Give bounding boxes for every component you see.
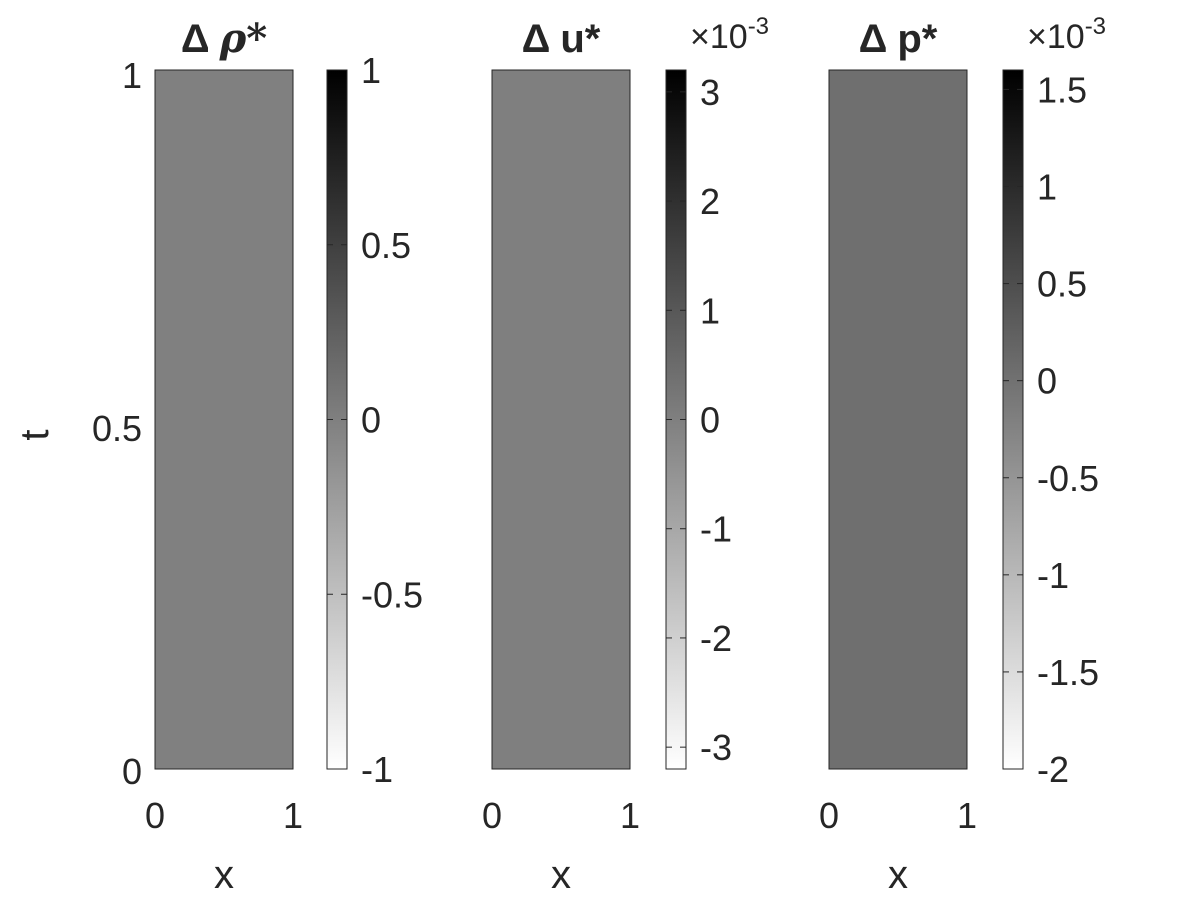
- velocity-heatmap-background: [492, 70, 630, 769]
- density-x-tick-1: 1: [283, 795, 303, 836]
- velocity-colorbar: -3 -2 -1 0 1 2 3 ×10-3: [665, 13, 769, 770]
- velocity-colorbar-ticks: -3 -2 -1 0 1 2 3: [666, 72, 732, 768]
- density-x-axis-label: x: [214, 853, 234, 897]
- pressure-colorbar-tick-label: -0.5: [1037, 458, 1099, 499]
- density-colorbar-tick-label: 0.5: [361, 225, 411, 266]
- density-x-tick-0: 0: [145, 795, 165, 836]
- velocity-heatmap-frame: [491, 69, 631, 770]
- velocity-colorbar-tick-label: -3: [700, 727, 732, 768]
- density-colorbar-tick-label: 1: [361, 50, 381, 91]
- velocity-colorbar-tick-label: 3: [700, 72, 720, 113]
- pressure-x-tick-1: 1: [957, 795, 977, 836]
- density-y-tick-2: 1: [122, 55, 142, 96]
- pressure-colorbar-tick-label: 0: [1037, 361, 1057, 402]
- pressure-colorbar-tick-label: -1: [1037, 555, 1069, 596]
- pressure-x-tick-0: 0: [819, 795, 839, 836]
- pressure-colorbar-exponent: ×10-3: [1027, 13, 1106, 56]
- velocity-colorbar-exponent: ×10-3: [690, 13, 769, 56]
- velocity-x-tick-1: 1: [620, 795, 640, 836]
- density-heatmap: [154, 69, 294, 770]
- pressure-colorbar: -2 -1.5 -1 -0.5 0 0.5 1 1.5 ×10-3: [1002, 13, 1106, 790]
- pressure-colorbar-tick-label: 1: [1037, 167, 1057, 208]
- pressure-colorbar-ticks: -2 -1.5 -1 -0.5 0 0.5 1 1.5: [1003, 69, 1099, 790]
- pressure-colorbar-tick-label: 0.5: [1037, 264, 1087, 305]
- density-colorbar-tick-label: -1: [361, 749, 393, 790]
- velocity-colorbar-tick-label: 1: [700, 290, 720, 331]
- velocity-colorbar-tick-label: -1: [700, 509, 732, 550]
- velocity-x-axis-label: x: [551, 853, 571, 897]
- pressure-colorbar-gradient: [1002, 69, 1024, 770]
- density-colorbar-tick-label: -0.5: [361, 574, 423, 615]
- velocity-colorbar-tick-label: -2: [700, 618, 732, 659]
- velocity-x-tick-0: 0: [482, 795, 502, 836]
- density-colorbar-ticks: -1 -0.5 0 0.5 1: [327, 50, 423, 790]
- velocity-colorbar-tick-label: 2: [700, 181, 720, 222]
- pressure-colorbar-tick-label: 1.5: [1037, 69, 1087, 110]
- density-y-tick-0: 0: [122, 751, 142, 792]
- velocity-colorbar-tick-label: 0: [700, 400, 720, 441]
- density-colorbar: -1 -0.5 0 0.5 1: [326, 50, 423, 790]
- density-colorbar-tick-label: 0: [361, 400, 381, 441]
- pressure-x-axis-label: x: [888, 853, 908, 897]
- density-y-axis-label: t: [13, 429, 57, 440]
- pressure-colorbar-tick-label: -2: [1037, 749, 1069, 790]
- pressure-heatmap-frame: [828, 69, 968, 770]
- pressure-heatmap-background: [829, 70, 967, 769]
- density-y-tick-1: 0.5: [92, 408, 142, 449]
- pressure-colorbar-tick-label: -1.5: [1037, 652, 1099, 693]
